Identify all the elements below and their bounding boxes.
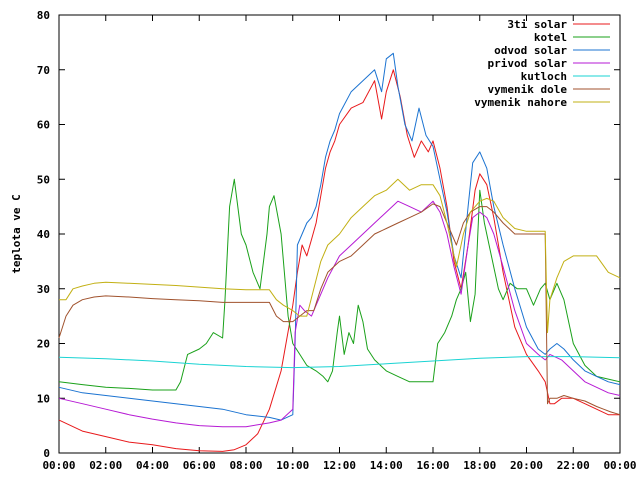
legend-label-odvod-solar: odvod solar	[494, 44, 567, 57]
series-line-vymenik-nahore	[59, 178, 621, 334]
x-tick-label: 00:00	[42, 459, 75, 472]
x-tick-label: 10:00	[276, 459, 309, 472]
y-tick-label: 60	[37, 119, 50, 132]
x-tick-label: 06:00	[183, 459, 216, 472]
x-tick-label: 22:00	[557, 459, 590, 472]
y-tick-label: 0	[43, 447, 50, 460]
x-tick-label: 12:00	[323, 459, 356, 472]
y-tick-label: 40	[37, 228, 50, 241]
series-line-vymenik-dole	[58, 203, 621, 416]
y-tick-label: 80	[37, 9, 50, 22]
x-tick-label: 08:00	[229, 459, 262, 472]
legend-label-vymenik-nahore: vymenik nahore	[474, 96, 567, 109]
x-axis: 00:00 02:00 04:00 06:00 08:00 10:00 12:00 14:00…	[42, 15, 637, 472]
series-lines	[58, 52, 621, 452]
series-line-privod-solar	[58, 200, 621, 428]
x-tick-label: 20:00	[510, 459, 543, 472]
legend-label-privod-solar: privod solar	[488, 57, 568, 70]
y-axis: 0 10 20 30 40 50 60 70 80	[37, 9, 620, 460]
x-tick-label: 04:00	[136, 459, 169, 472]
y-tick-label: 70	[37, 64, 50, 77]
series-line-kutloch	[58, 356, 621, 369]
x-tick-label: 02:00	[89, 459, 122, 472]
series-line-kotel	[58, 178, 621, 391]
legend-label-3ti-solar: 3ti solar	[507, 18, 567, 31]
legend-label-kotel: kotel	[534, 31, 567, 44]
series-line-odvod-solar	[58, 52, 621, 421]
y-tick-label: 50	[37, 173, 50, 186]
legend-label-vymenik-dole: vymenik dole	[488, 83, 568, 96]
series-line-3ti-solar	[58, 69, 620, 452]
y-axis-title: teplota ve C	[10, 194, 23, 273]
x-tick-label: 18:00	[463, 459, 496, 472]
x-tick-label: 16:00	[416, 459, 449, 472]
y-tick-label: 30	[37, 283, 50, 296]
x-tick-label: 00:00	[603, 459, 636, 472]
y-tick-label: 20	[37, 338, 50, 351]
x-tick-label: 14:00	[370, 459, 403, 472]
y-tick-label: 10	[37, 392, 50, 405]
legend-label-kutloch: kutloch	[521, 70, 567, 83]
